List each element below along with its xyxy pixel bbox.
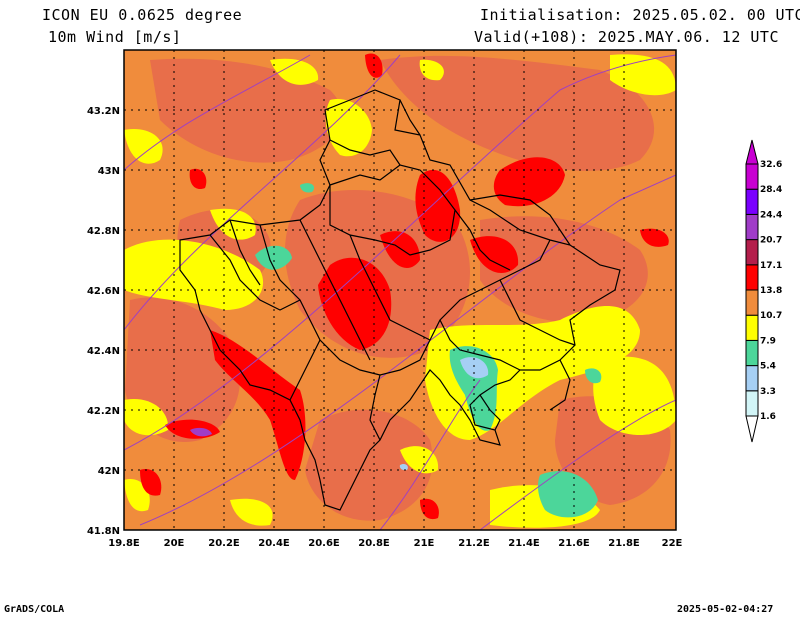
lat-label: 42.6N (87, 286, 120, 297)
lon-label: 21.2E (458, 538, 490, 549)
lat-label: 42.4N (87, 346, 120, 357)
legend-level-label: 1.6 (760, 412, 776, 422)
legend-level-label: 24.4 (760, 210, 782, 220)
legend-arrow-top (745, 139, 759, 165)
legend-level-label: 28.4 (760, 185, 782, 195)
lon-label: 22E (662, 538, 683, 549)
wind-zone-very-high (190, 427, 212, 437)
lon-axis-labels: 19.8E 20E 20.2E 20.4E 20.6E 20.8E 21E 21… (108, 538, 682, 549)
lon-label: 21.4E (508, 538, 540, 549)
legend-level-label: 20.7 (760, 236, 782, 246)
lon-label: 19.8E (108, 538, 140, 549)
legend-swatch (745, 239, 759, 266)
lon-label: 20E (164, 538, 185, 549)
lat-label: 43.2N (87, 106, 120, 117)
legend-swatch (745, 390, 759, 417)
wind-field (124, 50, 676, 530)
legend-level-label: 7.9 (760, 336, 776, 346)
legend-level-label: 17.1 (760, 261, 782, 271)
legend-swatch (745, 188, 759, 215)
wind-zone-calm (399, 357, 489, 471)
legend-level-label: 5.4 (760, 362, 776, 372)
gridlines (124, 50, 676, 530)
trajectory-lines (124, 54, 676, 530)
lat-label: 41.8N (87, 526, 120, 537)
wind-zone-high (140, 53, 669, 520)
legend-swatch (745, 339, 759, 367)
initialisation-time: Initialisation: 2025.05.02. 00 UTC (480, 6, 800, 24)
lon-label: 20.8E (358, 538, 390, 549)
lon-label: 21.6E (558, 538, 590, 549)
valid-time: Valid(+108): 2025.MAY.06. 12 UTC (474, 28, 779, 46)
lon-label: 21.8E (608, 538, 640, 549)
legend-swatch (745, 213, 759, 241)
legend-arrow-bottom (745, 415, 759, 443)
legend-swatch (745, 289, 759, 316)
credit-label: GrADS/COLA (4, 604, 65, 615)
footer-timestamp: 2025-05-02-04:27 (677, 604, 774, 615)
admin-boundaries (179, 89, 621, 511)
lon-label: 20.4E (258, 538, 290, 549)
wind-zone-moderate (124, 54, 676, 528)
legend-level-label: 3.3 (760, 387, 776, 397)
legend-swatch (745, 163, 759, 190)
map-frame (123, 49, 677, 531)
model-title: ICON EU 0.0625 degree (42, 6, 243, 24)
legend-level-label: 13.8 (760, 286, 782, 296)
legend-level-label: 32.6 (760, 160, 782, 170)
variable-label: 10m Wind [m/s] (48, 28, 182, 46)
color-legend: 1.6 3.3 5.4 7.9 10.7 13.8 17.1 20.7 24.4 28.4 32.6 (745, 139, 782, 443)
lat-label: 42N (98, 466, 120, 477)
lat-label: 43N (98, 166, 120, 177)
legend-swatch (745, 264, 759, 291)
legend-swatch (745, 365, 759, 392)
lat-label: 42.2N (87, 406, 120, 417)
lat-label: 42.8N (87, 226, 120, 237)
lon-label: 21E (414, 538, 435, 549)
lon-label: 20.6E (308, 538, 340, 549)
lat-axis-labels: 43.2N 43N 42.8N 42.6N 42.4N 42.2N 42N 41… (87, 106, 120, 537)
lon-label: 20.2E (208, 538, 240, 549)
legend-swatch (745, 314, 759, 341)
legend-level-label: 10.7 (760, 311, 782, 321)
